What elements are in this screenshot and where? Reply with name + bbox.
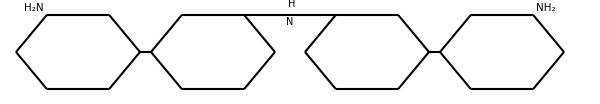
Text: NH₂: NH₂ — [536, 3, 556, 13]
Text: N: N — [286, 17, 293, 27]
Text: H₂N: H₂N — [25, 3, 44, 13]
Text: H: H — [289, 0, 296, 9]
